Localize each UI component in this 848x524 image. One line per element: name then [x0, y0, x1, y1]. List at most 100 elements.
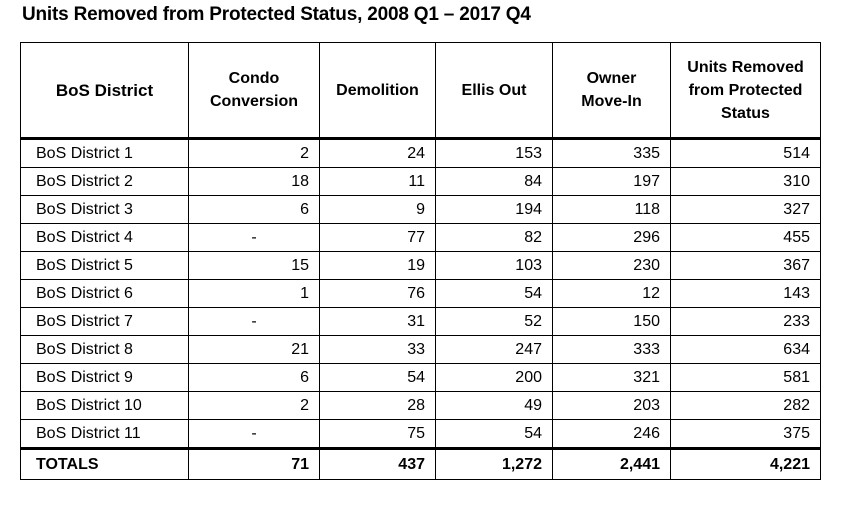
header-row: BoS District Condo Conversion Demolition… — [20, 42, 821, 139]
cell-owner-move-in: 118 — [552, 195, 671, 224]
totals-ellis: 1,272 — [435, 448, 553, 480]
units-removed-table: BoS District Condo Conversion Demolition… — [20, 42, 821, 480]
header-condo-line2: Conversion — [209, 93, 298, 110]
header-demolition-label: Demolition — [336, 81, 419, 99]
header-removed-line1: Units Removed — [687, 58, 804, 76]
table-row: BoS District 5 15 19 103 230 367 — [20, 251, 821, 280]
cell-owner-move-in: 333 — [552, 335, 671, 364]
cell-units-removed: 327 — [670, 195, 821, 224]
table-row: BoS District 11-75 54 246 375 — [20, 419, 821, 449]
cell-ellis-out: 54 — [435, 419, 553, 449]
cell-ellis-out: 103 — [435, 251, 553, 280]
cell-demolition: 11 — [319, 167, 436, 196]
table-row: BoS District 4-77 82 296 455 — [20, 223, 821, 252]
cell-units-removed: 310 — [670, 167, 821, 196]
totals-row: TOTALS 71 437 1,272 2,441 4,221 — [20, 448, 821, 480]
cell-units-removed: 455 — [670, 223, 821, 252]
cell-condo-conversion: 18 — [188, 167, 320, 196]
table-row: BoS District 1 2 24 153 335 514 — [20, 138, 821, 168]
cell-ellis-out: 153 — [435, 138, 553, 168]
cell-demolition: 9 — [319, 195, 436, 224]
cell-owner-move-in: 246 — [552, 419, 671, 449]
cell-district: BoS District 2 — [20, 167, 189, 196]
cell-demolition: 54 — [319, 363, 436, 392]
cell-ellis-out: 82 — [435, 223, 553, 252]
table-header: BoS District Condo Conversion Demolition… — [20, 42, 821, 139]
cell-ellis-out: 247 — [435, 335, 553, 364]
cell-ellis-out: 84 — [435, 167, 553, 196]
header-district-label: BoS District — [55, 80, 154, 100]
cell-demolition: 76 — [319, 279, 436, 308]
cell-district: BoS District 10 — [20, 391, 189, 420]
cell-units-removed: 634 — [670, 335, 821, 364]
header-ellis-out: Ellis Out — [435, 42, 553, 139]
cell-owner-move-in: 197 — [552, 167, 671, 196]
cell-ellis-out: 200 — [435, 363, 553, 392]
cell-district: BoS District 11 — [20, 419, 189, 449]
cell-units-removed: 233 — [670, 307, 821, 336]
cell-district: BoS District 9 — [20, 363, 189, 392]
cell-owner-move-in: 150 — [552, 307, 671, 336]
header-ellis-label: Ellis Out — [461, 81, 527, 99]
cell-condo-conversion: 15 — [188, 251, 320, 280]
cell-district: BoS District 5 — [20, 251, 189, 280]
totals-removed: 4,221 — [670, 448, 821, 480]
cell-district: BoS District 7 — [20, 307, 189, 336]
cell-demolition: 75 — [319, 419, 436, 449]
cell-owner-move-in: 203 — [552, 391, 671, 420]
cell-demolition: 33 — [319, 335, 436, 364]
header-owner-line2: Move-In — [581, 93, 642, 110]
totals-condo: 71 — [188, 448, 320, 480]
header-condo-conversion: Condo Conversion — [188, 42, 320, 139]
cell-district: BoS District 3 — [20, 195, 189, 224]
cell-owner-move-in: 230 — [552, 251, 671, 280]
cell-ellis-out: 54 — [435, 279, 553, 308]
header-condo-line1: Condo — [228, 70, 280, 87]
cell-district: BoS District 4 — [20, 223, 189, 252]
cell-ellis-out: 49 — [435, 391, 553, 420]
cell-units-removed: 367 — [670, 251, 821, 280]
cell-ellis-out: 52 — [435, 307, 553, 336]
header-units-removed: Units Removed from Protected Status — [670, 42, 821, 139]
header-removed-line2: from Protected — [688, 81, 803, 99]
header-owner-move-in: Owner Move-In — [552, 42, 671, 139]
cell-demolition: 19 — [319, 251, 436, 280]
cell-condo-conversion: 1 — [188, 279, 320, 308]
cell-condo-conversion: 2 — [188, 391, 320, 420]
cell-condo-conversion: 2 — [188, 138, 320, 168]
cell-condo-conversion: 6 — [188, 195, 320, 224]
header-district: BoS District — [20, 42, 189, 139]
table-row: BoS District 7-31 52 150 233 — [20, 307, 821, 336]
cell-units-removed: 143 — [670, 279, 821, 308]
cell-district: BoS District 8 — [20, 335, 189, 364]
table-row: BoS District 8 21 33 247 333 634 — [20, 335, 821, 364]
cell-demolition: 77 — [319, 223, 436, 252]
header-owner-line1: Owner — [586, 70, 637, 87]
table-row: BoS District 10 2 28 49 203 282 — [20, 391, 821, 420]
cell-units-removed: 282 — [670, 391, 821, 420]
cell-district: BoS District 6 — [20, 279, 189, 308]
table-row: BoS District 3 6 9 194 118 327 — [20, 195, 821, 224]
table-title: Units Removed from Protected Status, 200… — [22, 4, 531, 25]
cell-demolition: 28 — [319, 391, 436, 420]
table-footer: TOTALS 71 437 1,272 2,441 4,221 — [20, 448, 821, 480]
table-row: BoS District 2 18 11 84 197 310 — [20, 167, 821, 196]
header-demolition: Demolition — [319, 42, 436, 139]
totals-demolition: 437 — [319, 448, 436, 480]
cell-units-removed: 514 — [670, 138, 821, 168]
cell-district: BoS District 1 — [20, 138, 189, 168]
totals-owner: 2,441 — [552, 448, 671, 480]
totals-label: TOTALS — [20, 448, 189, 480]
cell-condo-conversion: - — [188, 223, 320, 252]
cell-owner-move-in: 296 — [552, 223, 671, 252]
cell-owner-move-in: 335 — [552, 138, 671, 168]
cell-ellis-out: 194 — [435, 195, 553, 224]
table-row: BoS District 9 6 54 200 321 581 — [20, 363, 821, 392]
cell-condo-conversion: - — [188, 419, 320, 449]
cell-units-removed: 581 — [670, 363, 821, 392]
cell-owner-move-in: 12 — [552, 279, 671, 308]
table-row: BoS District 6 1 76 54 12 143 — [20, 279, 821, 308]
cell-owner-move-in: 321 — [552, 363, 671, 392]
cell-units-removed: 375 — [670, 419, 821, 449]
header-removed-line3: Status — [721, 104, 770, 122]
